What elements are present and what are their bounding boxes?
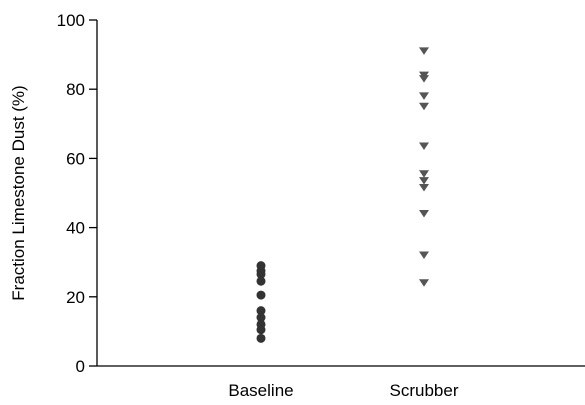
baseline-point (256, 333, 266, 343)
baseline-point (256, 306, 266, 316)
x-tick-label: Scrubber (390, 381, 459, 400)
baseline-point (256, 269, 266, 279)
scrubber-point (419, 279, 429, 287)
baseline-point (256, 290, 266, 300)
scrubber-point (419, 102, 429, 111)
y-ticks: 0 20 40 60 80 100 (57, 11, 97, 376)
scrubber-point (419, 177, 429, 185)
scrubber-point (419, 142, 429, 151)
scrubber-point (419, 210, 429, 218)
y-tick-label: 40 (66, 219, 85, 238)
scrubber-point (419, 184, 429, 192)
scrubber-point (419, 47, 429, 55)
y-tick-label: 60 (66, 149, 85, 168)
baseline-point (256, 313, 266, 323)
baseline-point (256, 325, 266, 335)
scrubber-point (419, 75, 429, 83)
baseline-point (256, 276, 266, 286)
x-tick-label: Baseline (228, 381, 293, 400)
scrubber-point (419, 251, 429, 260)
y-tick-label: 80 (66, 80, 85, 99)
data-points (256, 47, 429, 343)
scrubber-point (419, 170, 429, 178)
y-axis-title: Fraction Limestone Dust (%) (9, 85, 28, 300)
y-tick-label: 20 (66, 288, 85, 307)
y-tick-label: 100 (57, 11, 85, 30)
y-tick-label: 0 (76, 357, 85, 376)
scrubber-point (419, 92, 429, 100)
x-tick-labels: Baseline Scrubber (228, 381, 458, 400)
